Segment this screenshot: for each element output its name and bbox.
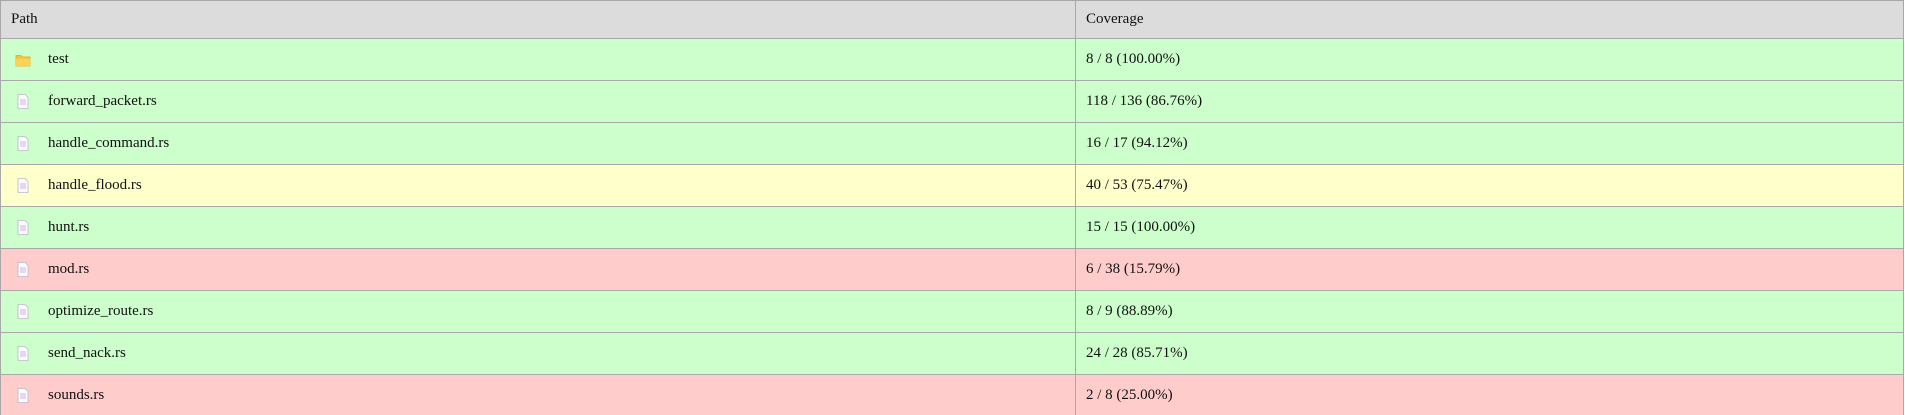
file-link-forward-packet[interactable]: forward_packet.rs <box>48 93 157 109</box>
path-cell: hunt.rs <box>0 206 1076 249</box>
path-cell: handle_flood.rs <box>0 164 1076 207</box>
path-cell: send_nack.rs <box>0 332 1076 375</box>
coverage-cell: 16 / 17 (94.12%) <box>1075 122 1904 165</box>
file-icon <box>14 135 32 153</box>
coverage-cell: 15 / 15 (100.00%) <box>1075 206 1904 249</box>
coverage-column-header[interactable]: Coverage <box>1075 0 1904 39</box>
file-link-optimize-route[interactable]: optimize_route.rs <box>48 303 154 319</box>
coverage-cell: 8 / 8 (100.00%) <box>1075 38 1904 81</box>
path-cell: test <box>0 38 1076 81</box>
path-cell: sounds.rs <box>0 374 1076 415</box>
path-cell: optimize_route.rs <box>0 290 1076 333</box>
table-row: handle_command.rs 16 / 17 (94.12%) <box>0 122 1904 165</box>
path-cell: handle_command.rs <box>0 122 1076 165</box>
table-row: hunt.rs 15 / 15 (100.00%) <box>0 206 1904 249</box>
table-row: handle_flood.rs 40 / 53 (75.47%) <box>0 164 1904 207</box>
folder-icon <box>14 51 32 69</box>
path-cell: mod.rs <box>0 248 1076 291</box>
file-icon <box>14 177 32 195</box>
file-icon <box>14 345 32 363</box>
coverage-cell: 8 / 9 (88.89%) <box>1075 290 1904 333</box>
file-link-send-nack[interactable]: send_nack.rs <box>48 345 126 361</box>
table-row: test 8 / 8 (100.00%) <box>0 38 1904 81</box>
path-cell: forward_packet.rs <box>0 80 1076 123</box>
table-row: sounds.rs 2 / 8 (25.00%) <box>0 374 1904 415</box>
file-link-hunt[interactable]: hunt.rs <box>48 219 90 235</box>
file-icon <box>14 219 32 237</box>
file-link-sounds[interactable]: sounds.rs <box>48 387 105 403</box>
file-link-handle-flood[interactable]: handle_flood.rs <box>48 177 142 193</box>
file-icon <box>14 93 32 111</box>
file-link-mod[interactable]: mod.rs <box>48 261 90 277</box>
table-row: send_nack.rs 24 / 28 (85.71%) <box>0 332 1904 375</box>
coverage-cell: 40 / 53 (75.47%) <box>1075 164 1904 207</box>
table-row: forward_packet.rs 118 / 136 (86.76%) <box>0 80 1904 123</box>
table-row: mod.rs 6 / 38 (15.79%) <box>0 248 1904 291</box>
file-icon <box>14 303 32 321</box>
coverage-cell: 24 / 28 (85.71%) <box>1075 332 1904 375</box>
coverage-cell: 118 / 136 (86.76%) <box>1075 80 1904 123</box>
file-icon <box>14 387 32 405</box>
file-link-handle-command[interactable]: handle_command.rs <box>48 135 170 151</box>
table-header-row: Path Coverage <box>0 0 1904 39</box>
coverage-cell: 6 / 38 (15.79%) <box>1075 248 1904 291</box>
coverage-cell: 2 / 8 (25.00%) <box>1075 374 1904 415</box>
path-column-header[interactable]: Path <box>0 0 1076 39</box>
table-row: optimize_route.rs 8 / 9 (88.89%) <box>0 290 1904 333</box>
folder-link-test[interactable]: test <box>48 51 69 67</box>
file-icon <box>14 261 32 279</box>
